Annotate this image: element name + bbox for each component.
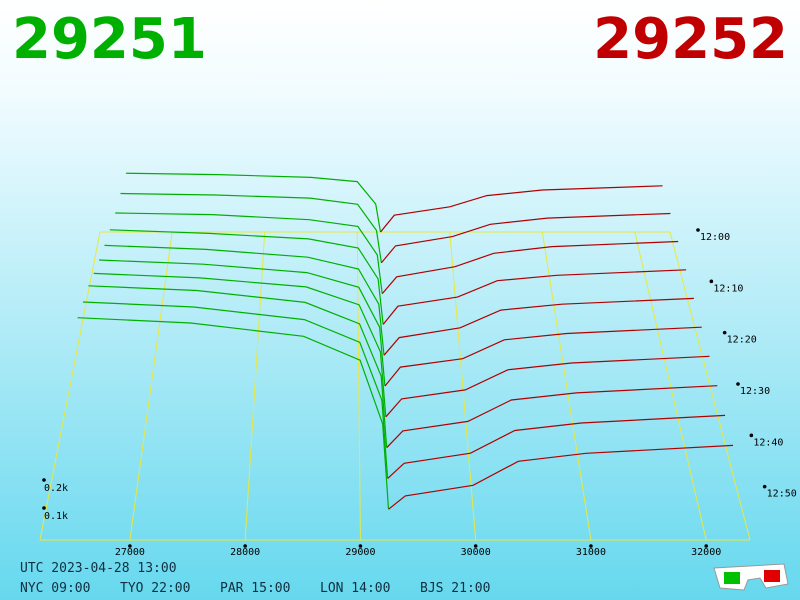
depth-tick-label: 0.2k <box>44 483 68 494</box>
bid-price: 29251 <box>12 7 207 72</box>
time-tick-label: 12:30 <box>740 386 770 397</box>
tick-mark <box>722 330 727 335</box>
bid-depth-line <box>109 229 384 325</box>
x-tick-label: 27000 <box>115 547 145 558</box>
grid-line <box>449 231 477 541</box>
x-tick-label: 29000 <box>345 547 375 558</box>
tick-mark <box>473 544 478 548</box>
bid-depth-line <box>82 301 389 479</box>
tick-mark <box>42 506 46 510</box>
left-edge <box>39 231 101 541</box>
city-clock: BJS 21:00 <box>420 581 490 596</box>
bid-depth-line <box>125 172 382 233</box>
grid-line <box>129 231 173 541</box>
tick-mark <box>128 544 132 548</box>
ask-depth-line <box>387 414 726 479</box>
time-tick-label: 12:00 <box>700 232 730 243</box>
depth-tick-label: 0.1k <box>44 511 68 522</box>
tick-mark <box>749 433 754 438</box>
tick-mark <box>358 544 363 548</box>
bid-depth-line <box>99 259 386 387</box>
ask-depth-line <box>384 326 702 387</box>
city-clock: LON 14:00 <box>320 581 390 596</box>
tick-mark <box>696 228 700 232</box>
bid-depth-line <box>120 192 382 263</box>
tick-mark <box>736 382 740 386</box>
clocks: NYC 09:00 TYO 22:00 PAR 15:00 LON 14:00 BJS … <box>20 581 490 596</box>
x-tick-label: 32000 <box>691 547 721 558</box>
tick-mark <box>243 544 247 548</box>
ask-price: 29252 <box>593 7 788 72</box>
tick-mark <box>704 544 709 548</box>
ask-depth-line <box>388 444 734 510</box>
3d-glasses-icon <box>713 563 789 591</box>
grid-line <box>356 231 361 541</box>
tick-mark <box>709 279 714 284</box>
ask-depth-line <box>381 240 679 294</box>
city-clock: NYC 09:00 <box>20 581 90 596</box>
ask-depth-line <box>385 355 710 418</box>
utc-clock: UTC 2023-04-28 13:00 <box>20 561 177 576</box>
time-tick-label: 12:10 <box>713 283 743 294</box>
grid-line <box>634 231 707 541</box>
time-tick-label: 12:40 <box>753 437 783 448</box>
bid-depth-line <box>115 212 383 294</box>
x-tick-label: 30000 <box>461 547 491 558</box>
ask-depth-line <box>380 212 671 264</box>
tick-mark <box>762 484 767 489</box>
time-tick-label: 12:50 <box>767 489 797 500</box>
ask-depth-line <box>382 269 687 325</box>
x-tick-label: 31000 <box>576 547 606 558</box>
bid-depth-line <box>88 285 388 448</box>
tick-mark <box>42 478 46 482</box>
bid-depth-line <box>104 244 385 356</box>
city-clock: PAR 15:00 <box>220 581 290 596</box>
ask-depth-line <box>386 385 718 449</box>
grid-line <box>541 231 592 541</box>
ask-depth-line <box>383 297 694 356</box>
x-tick-label: 28000 <box>230 547 260 558</box>
time-tick-label: 12:20 <box>727 335 757 346</box>
ask-depth-line <box>380 185 663 233</box>
bid-depth-line <box>93 272 387 417</box>
tick-mark <box>589 544 593 548</box>
plot: 27000 28000 29000 30000 31000 32000 12:00 12:10… <box>39 172 797 558</box>
bid-depth-line <box>77 317 390 510</box>
city-clock: TYO 22:00 <box>120 581 190 596</box>
